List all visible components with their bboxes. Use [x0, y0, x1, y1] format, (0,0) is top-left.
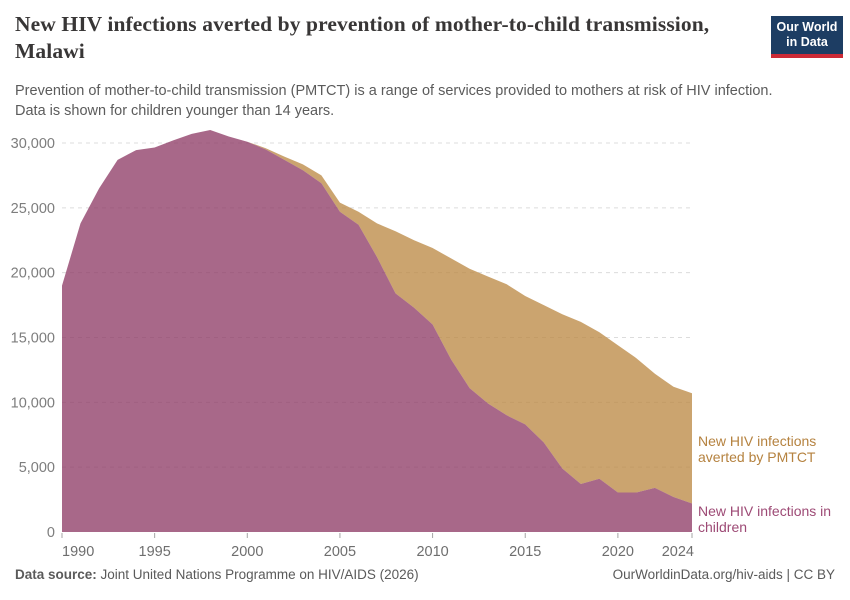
subtitle-line-2: Data is shown for children younger than … — [15, 103, 335, 120]
x-tick-label: 2000 — [231, 544, 263, 560]
x-tick-label: 2020 — [602, 544, 634, 560]
legend-label-children: New HIV infections in children — [698, 503, 832, 535]
data-source-text: Joint United Nations Programme on HIV/AI… — [96, 567, 419, 582]
data-source-label: Data source: — [15, 567, 97, 582]
chart-subtitle: Prevention of mother-to-child transmissi… — [15, 81, 773, 122]
y-tick-label: 5,000 — [19, 460, 55, 476]
area-infections-in-children[interactable] — [62, 130, 692, 532]
page-title: New HIV infections averted by prevention… — [15, 12, 710, 64]
subtitle-line-1: Prevention of mother-to-child transmissi… — [15, 83, 773, 99]
owid-logo-line2: in Data — [786, 35, 828, 50]
y-tick-label: 25,000 — [11, 201, 55, 217]
y-tick-label: 20,000 — [11, 266, 55, 282]
area-averted-by-pmtct[interactable] — [62, 130, 692, 504]
x-tick-label: 1990 — [62, 544, 94, 560]
x-tick-label: 1995 — [139, 544, 171, 560]
x-tick-label: 2010 — [416, 544, 448, 560]
data-source-note: Data source: Joint United Nations Progra… — [15, 567, 419, 582]
owid-url-license[interactable]: OurWorldinData.org/hiv-aids | CC BY — [612, 567, 835, 582]
area-chart[interactable]: 0 5,000 10,000 15,000 20,000 25,000 30,000 1990… — [0, 125, 850, 565]
owid-logo[interactable]: Our World in Data — [771, 16, 843, 58]
x-tick-label: 2024 — [662, 544, 694, 560]
x-tick-label: 2005 — [324, 544, 356, 560]
x-tick-label: 2015 — [509, 544, 541, 560]
y-tick-label: 30,000 — [11, 136, 55, 152]
owid-logo-line1: Our World — [776, 20, 838, 34]
legend-label-averted: New HIV infections averted by PMTCT — [698, 433, 817, 465]
y-tick-label: 0 — [47, 525, 55, 541]
y-tick-label: 10,000 — [11, 395, 55, 411]
y-tick-label: 15,000 — [11, 331, 55, 347]
